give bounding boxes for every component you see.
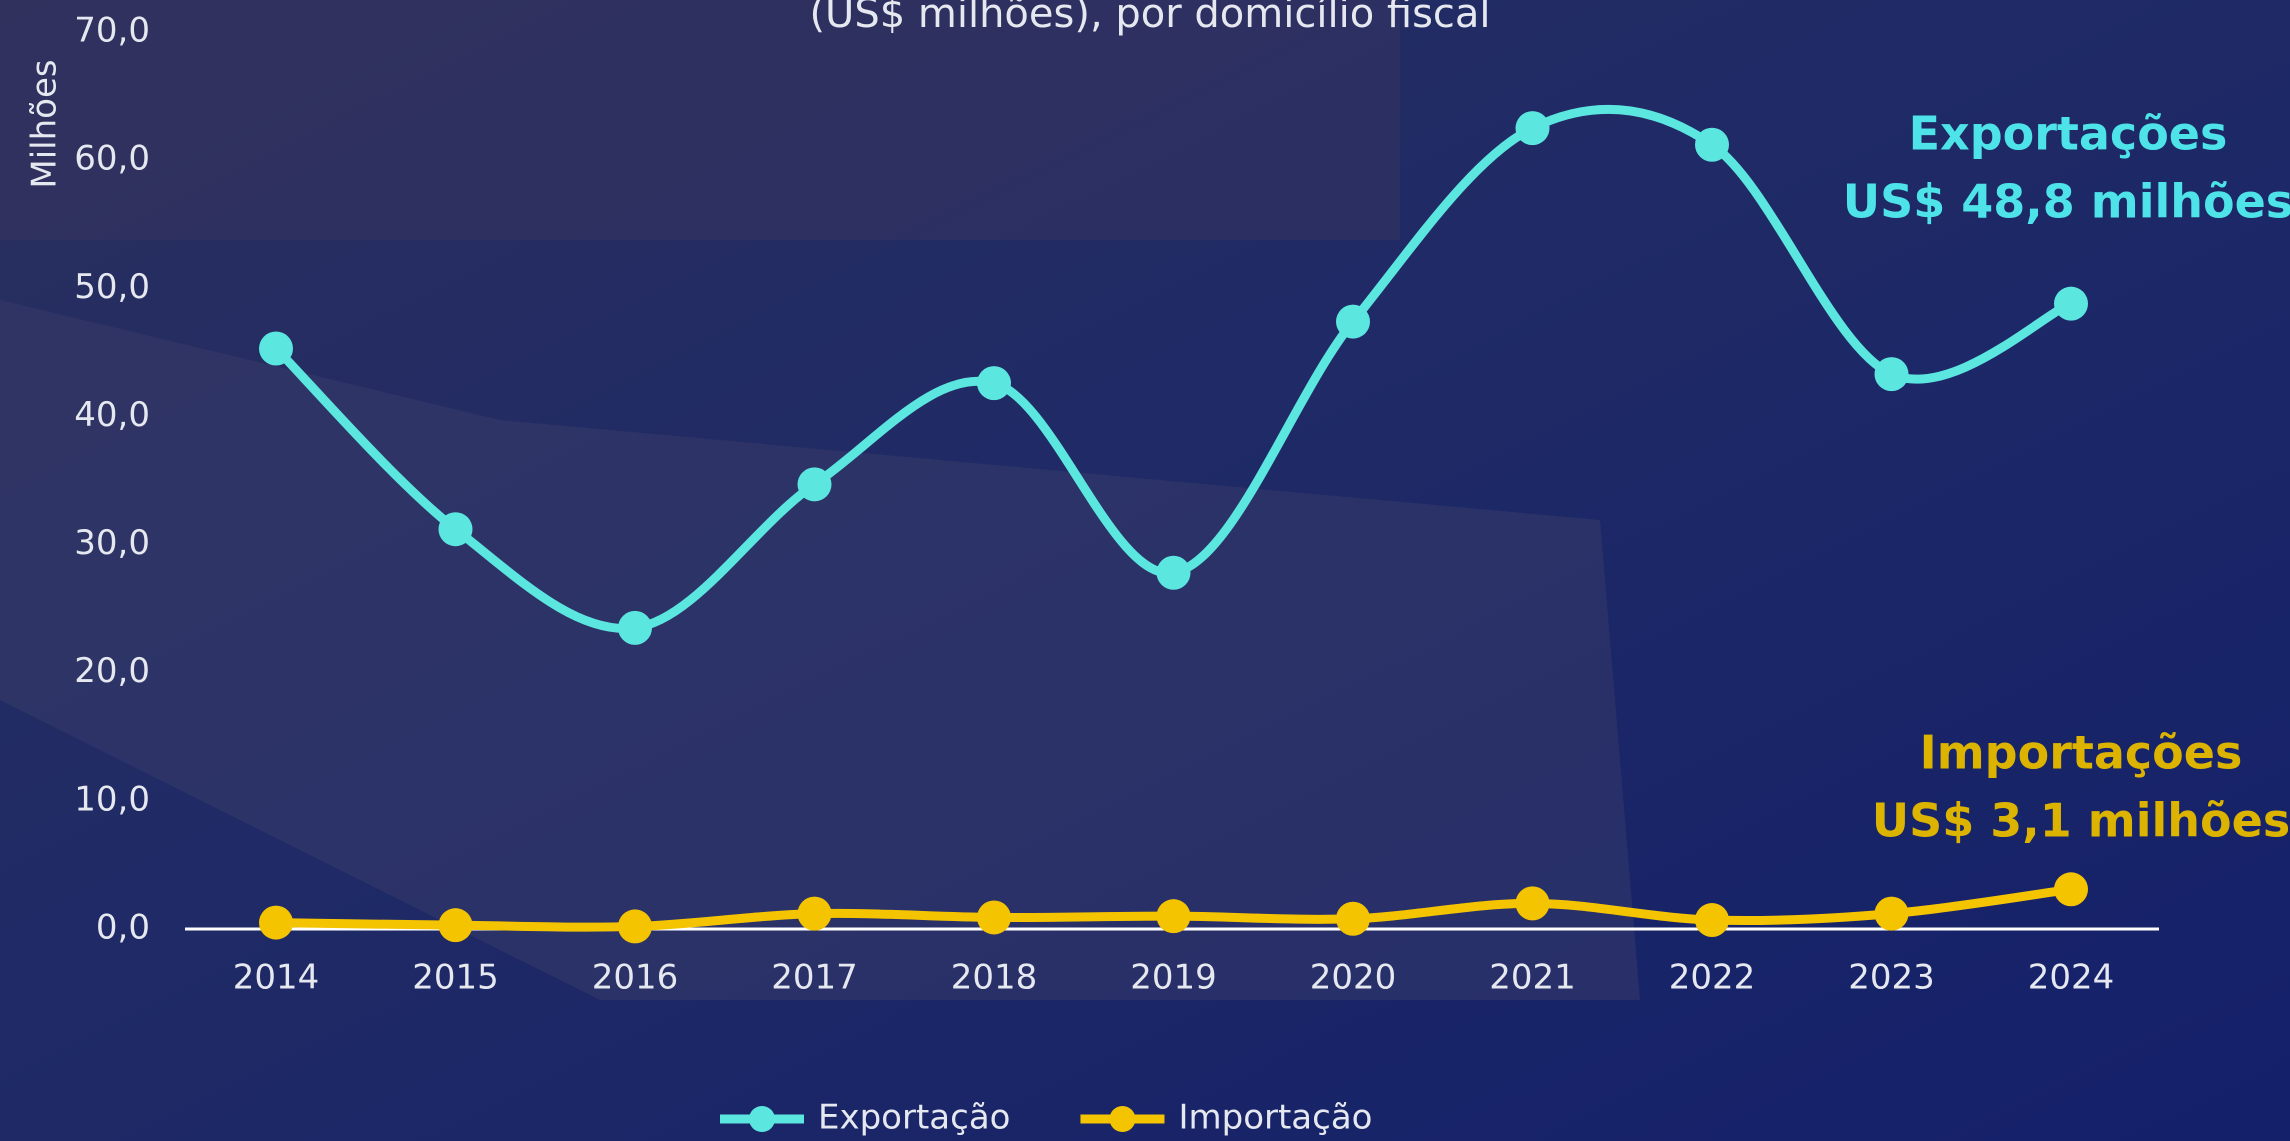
legend-label: Importação — [1178, 1098, 1372, 1138]
annotation: Importações — [1920, 726, 2243, 780]
x-tick-label: 2023 — [1848, 958, 1935, 998]
y-tick-label: 10,0 — [74, 779, 150, 819]
legend-label: Exportação — [818, 1098, 1010, 1138]
data-point — [259, 905, 293, 940]
y-tick-label: 30,0 — [74, 523, 150, 563]
annotation: US$ 3,1 milhões — [1872, 794, 2290, 848]
x-tick-label: 2019 — [1130, 958, 1217, 998]
data-point — [1515, 111, 1550, 146]
x-tick-label: 2021 — [1489, 958, 1576, 998]
y-tick-label: 50,0 — [74, 267, 150, 307]
legend-marker — [1109, 1106, 1136, 1132]
x-tick-label: 2016 — [592, 958, 679, 998]
data-point — [2054, 286, 2088, 321]
data-point — [1874, 357, 1909, 392]
data-point — [1695, 127, 1729, 162]
data-point — [1695, 903, 1729, 938]
port-backdrop — [0, 0, 1400, 240]
data-point — [797, 467, 832, 502]
data-point — [438, 512, 473, 547]
data-point — [1156, 899, 1191, 934]
data-point — [2054, 872, 2088, 907]
data-point — [618, 610, 652, 645]
legend-marker — [749, 1106, 775, 1132]
x-tick-label: 2022 — [1669, 958, 1756, 998]
data-point — [977, 900, 1011, 935]
x-tick-label: 2020 — [1310, 958, 1397, 998]
data-point — [1156, 555, 1191, 590]
x-tick-label: 2015 — [412, 958, 499, 998]
data-point — [797, 896, 832, 931]
x-tick-label: 2017 — [771, 958, 858, 998]
y-tick-label: 40,0 — [74, 395, 150, 435]
y-tick-label: 60,0 — [74, 139, 150, 179]
x-tick-label: 2018 — [951, 958, 1038, 998]
data-point — [438, 908, 473, 943]
y-tick-label: 70,0 — [74, 11, 150, 51]
x-tick-label: 2024 — [2028, 958, 2115, 998]
ship-backdrop — [0, 300, 1640, 1000]
y-axis-label: Milhões — [25, 59, 65, 188]
chart-title: (US$ milhões), por domicílio fiscal — [809, 0, 1490, 37]
annotation: Exportações — [1909, 107, 2228, 161]
y-tick-label: 0,0 — [96, 908, 150, 948]
y-tick-label: 20,0 — [74, 651, 150, 691]
data-point — [1515, 886, 1550, 921]
x-tick-label: 2014 — [233, 958, 320, 998]
data-point — [618, 909, 652, 944]
data-point — [1874, 896, 1909, 931]
data-point — [977, 366, 1011, 401]
data-point — [1336, 901, 1370, 936]
annotation: US$ 48,8 milhões — [1843, 175, 2290, 229]
data-point — [259, 331, 293, 366]
data-point — [1336, 304, 1370, 339]
